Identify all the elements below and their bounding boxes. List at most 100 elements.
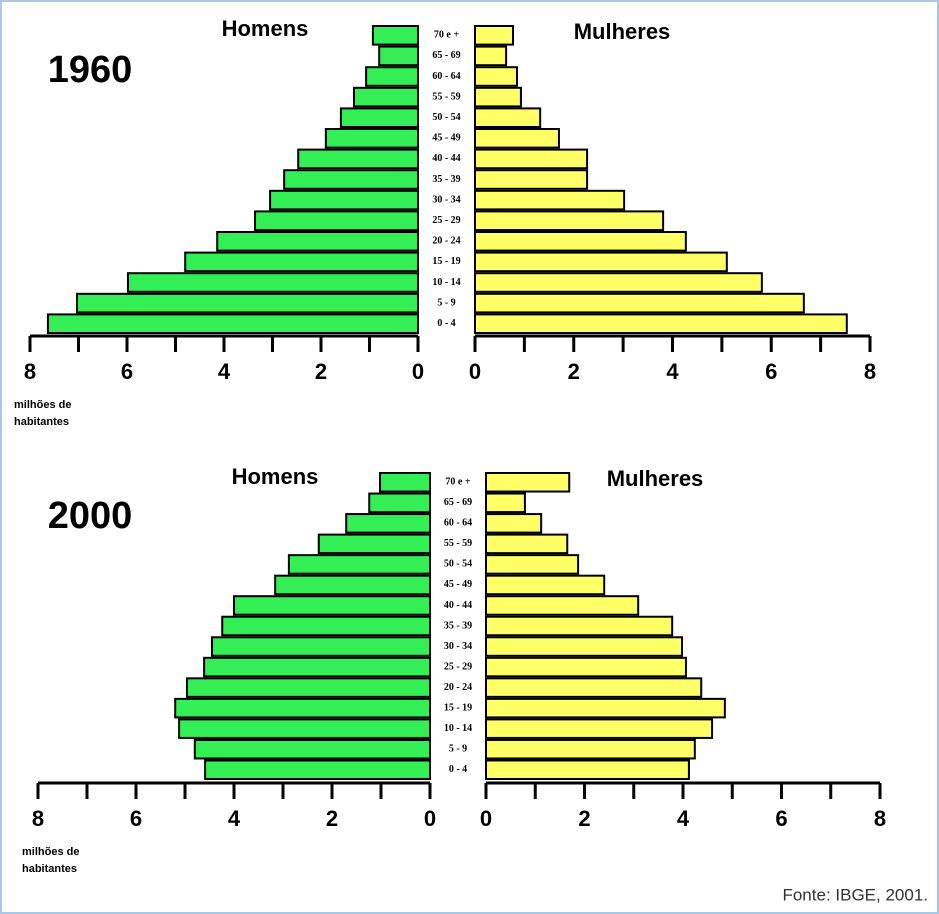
bar-male [184,251,419,273]
bar-male [352,86,420,108]
bar-male [210,636,431,657]
age-label: 0 - 4 [449,764,467,775]
bar-male [185,677,431,698]
age-label: 25 - 29 [444,661,472,672]
age-label: 60 - 64 [432,71,460,82]
bar-male [46,313,419,334]
bar-male [174,697,431,719]
x-tick-label: 6 [775,806,787,831]
age-label: 50 - 54 [444,559,472,570]
bar-male [254,210,419,231]
bar-male [378,45,420,67]
bar-female [485,513,543,534]
x-tick-label: 4 [666,359,679,384]
age-label: 25 - 29 [432,215,460,226]
bar-male [274,574,431,596]
legend-label: Homens [222,16,309,41]
x-tick-label: 4 [677,806,690,831]
bar-female [485,697,726,719]
age-label: 70 e + [445,477,470,488]
bar-female [474,25,515,46]
age-label: 15 - 19 [432,256,460,267]
bar-female [474,292,805,314]
x-axis-label: milhões de [22,846,79,858]
bar-female [474,45,508,67]
age-label: 60 - 64 [444,518,472,529]
bar-female [474,251,728,273]
chart-title: 2000 [48,495,133,537]
age-label: 70 e + [434,30,459,41]
bar-male [365,66,420,87]
age-label: 55 - 59 [432,91,460,102]
bar-male [324,128,420,149]
bar-female [485,595,640,616]
bar-male [339,107,420,129]
x-tick-label: 0 [424,806,436,831]
age-label: 20 - 24 [432,236,460,247]
age-label: 30 - 34 [444,641,472,652]
bar-female [485,636,684,657]
bar-female [474,313,848,334]
x-tick-label: 6 [765,359,777,384]
bar-male [203,656,431,678]
age-label: 50 - 54 [432,112,460,123]
legend-label: Homens [232,464,319,489]
age-label: 5 - 9 [437,297,455,308]
age-label: 5 - 9 [449,743,467,754]
age-label: 20 - 24 [444,682,472,693]
age-label: 55 - 59 [444,538,472,549]
bar-female [485,656,687,678]
chart-title: 1960 [48,49,133,91]
age-label: 45 - 49 [444,579,472,590]
age-label: 65 - 69 [444,497,472,508]
legend-label: Mulheres [574,19,671,44]
bar-female [474,86,522,108]
bar-female [485,492,526,514]
bar-male [368,492,431,514]
x-tick-label: 0 [469,359,481,384]
bar-female [485,472,571,493]
bar-male [204,759,431,781]
bar-male [287,554,431,575]
age-label: 0 - 4 [437,318,455,329]
age-label: 40 - 44 [432,153,460,164]
age-label: 40 - 44 [444,600,472,611]
source: Fonte: IBGE, 2001. [782,885,928,904]
age-label: 15 - 19 [444,702,472,713]
bar-female [485,718,714,739]
bar-female [474,169,589,190]
bar-male [178,718,431,739]
x-tick-label: 2 [326,806,338,831]
x-tick-label: 4 [218,359,231,384]
bar-male [345,513,431,534]
x-tick-label: 8 [874,806,886,831]
bar-male [221,615,431,637]
bar-male [371,25,419,46]
x-tick-label: 0 [412,359,424,384]
age-label: 35 - 39 [432,174,460,185]
x-axis-label: habitantes [14,416,69,428]
bar-male [297,148,419,170]
x-tick-label: 8 [32,806,44,831]
age-label: 10 - 14 [444,723,472,734]
x-tick-label: 8 [864,359,876,384]
bar-female [485,533,569,555]
bar-female [474,107,542,129]
x-axis-label: milhões de [14,399,71,411]
x-tick-label: 6 [130,806,142,831]
bar-female [485,738,696,760]
x-tick-label: 0 [480,806,492,831]
bar-female [485,574,606,596]
bar-male [317,533,431,555]
age-label: 10 - 14 [432,277,460,288]
x-tick-label: 8 [24,359,36,384]
bar-male [126,272,419,293]
bar-male [269,189,420,211]
bar-female [474,272,763,293]
x-tick-label: 2 [578,806,590,831]
x-tick-label: 2 [315,359,327,384]
x-tick-label: 2 [568,359,580,384]
age-label: 45 - 49 [432,133,460,144]
bar-female [474,231,687,252]
